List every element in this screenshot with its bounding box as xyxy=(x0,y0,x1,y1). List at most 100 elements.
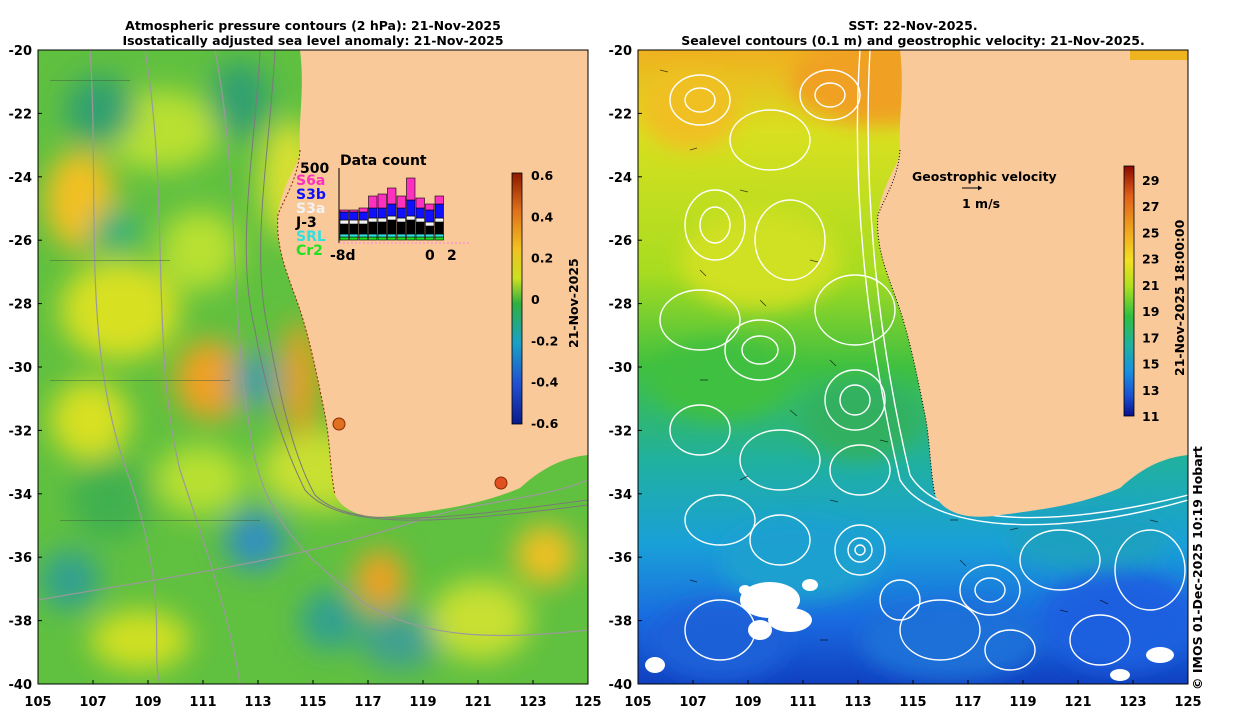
data-count-bar-segment xyxy=(396,221,406,235)
sla-map-left xyxy=(37,49,589,685)
data-count-bar-segment xyxy=(368,221,378,235)
data-count-bar-segment xyxy=(406,236,416,241)
lat-tick-label: -32 xyxy=(9,424,33,439)
lon-tick-label: 125 xyxy=(574,695,601,710)
sst-colorbar-tick: 23 xyxy=(1142,252,1159,267)
sst-colorbar-tick: 21 xyxy=(1142,278,1159,293)
lat-tick-label: -40 xyxy=(9,678,33,693)
lat-tick-label: -28 xyxy=(609,298,633,313)
data-count-bar-segment xyxy=(377,217,387,223)
australia-landmass-left xyxy=(277,50,588,517)
sla-colorbar: 0.6 0.4 0.2 0 -0.2 -0.4 -0.6 21-Nov-2025 xyxy=(511,168,581,431)
sst-colorbar-label: 21-Nov-2025 18:00:00 xyxy=(1172,219,1187,376)
lat-tick-label: -40 xyxy=(609,678,633,693)
lat-tick-label: -26 xyxy=(9,234,33,249)
satellite-label-srl: SRL xyxy=(296,229,326,245)
lon-tick-label: 113 xyxy=(844,695,871,710)
data-count-xlabel-start: -8d xyxy=(330,248,356,264)
pressure-contours xyxy=(38,50,588,684)
data-count-bar-segment xyxy=(415,236,425,241)
sla-colorbar-tick: 0 xyxy=(531,292,540,307)
lat-tick-label: -36 xyxy=(9,551,33,566)
lon-tick-label: 117 xyxy=(954,695,981,710)
lon-tick-label: 117 xyxy=(354,695,381,710)
sla-colorbar-tick: -0.4 xyxy=(531,375,559,390)
lat-tick-label: -34 xyxy=(609,488,633,503)
data-count-bar-segment xyxy=(339,233,349,238)
sla-colorbar-tick: -0.6 xyxy=(531,416,559,431)
lon-tick-label: 115 xyxy=(299,695,326,710)
sst-colorbar-tick: 19 xyxy=(1142,304,1159,319)
data-count-bar-segment xyxy=(425,221,435,227)
data-count-bar-segment xyxy=(406,215,416,221)
data-count-title: Data count xyxy=(340,153,427,169)
data-count-bar-segment xyxy=(425,225,435,235)
data-count-bar-segment xyxy=(415,217,425,223)
right-title-line1: SST: 22-Nov-2025. xyxy=(848,18,978,33)
sst-map-right xyxy=(637,49,1189,685)
left-title-line1: Atmospheric pressure contours (2 hPa): 2… xyxy=(125,18,501,33)
lon-tick-label: 111 xyxy=(789,695,816,710)
velocity-legend-scale: 1 m/s xyxy=(962,196,1000,211)
geostrophic-velocity-legend: Geostrophic velocity 1 m/s xyxy=(912,169,1057,211)
lat-tick-label: -38 xyxy=(9,615,33,630)
data-count-bar-segment xyxy=(396,236,406,241)
sla-colorbar-tick: 0.2 xyxy=(531,251,553,266)
lat-tick-label: -38 xyxy=(609,615,633,630)
data-count-bar-segment xyxy=(377,221,387,235)
right-map-title: SST: 22-Nov-2025. Sealevel contours (0.1… xyxy=(638,18,1188,48)
lat-tick-label: -30 xyxy=(609,361,633,376)
data-count-bar-segment xyxy=(349,233,359,238)
lon-tick-label: 111 xyxy=(189,695,216,710)
coastline-right xyxy=(877,149,936,496)
data-count-bar-segment xyxy=(358,207,368,213)
data-count-bar-segment xyxy=(425,203,435,211)
bathymetry-lines xyxy=(245,50,588,521)
data-count-bar-segment xyxy=(415,197,425,209)
data-count-bar-segment xyxy=(377,207,387,219)
data-count-bar-segment xyxy=(425,233,435,238)
lon-tick-label: 121 xyxy=(464,695,491,710)
sst-colorbar-tick: 29 xyxy=(1142,173,1159,188)
data-count-bar-segment xyxy=(377,236,387,241)
data-count-bar-segment xyxy=(406,219,416,235)
lon-tick-label: 123 xyxy=(1119,695,1146,710)
geostrophic-velocity-arrows xyxy=(659,69,1159,641)
data-count-bar-segment xyxy=(377,233,387,238)
sla-colorbar-scale xyxy=(511,172,523,425)
data-count-bar-segment xyxy=(358,223,368,235)
data-count-bar-segment xyxy=(387,215,397,221)
data-count-bar-segment xyxy=(406,199,416,217)
sst-colorbar-tick: 25 xyxy=(1142,225,1159,240)
data-count-bar-segment xyxy=(368,233,378,238)
data-count-bar-segment xyxy=(387,233,397,238)
lon-tick-label: 109 xyxy=(134,695,161,710)
lon-tick-label: 125 xyxy=(1174,695,1201,710)
lon-tick-label: 109 xyxy=(734,695,761,710)
lat-tick-label: -32 xyxy=(609,424,633,439)
lat-tick-label: -26 xyxy=(609,234,633,249)
data-count-bar-segment xyxy=(434,221,444,235)
lon-tick-label: 119 xyxy=(1009,695,1036,710)
tide-gauge-marker xyxy=(494,476,508,490)
sst-colorbar-tick: 15 xyxy=(1142,357,1159,372)
data-count-bar-segment xyxy=(425,209,435,223)
sst-colorbar-tick: 13 xyxy=(1142,383,1159,398)
satellite-label-j-3: J-3 xyxy=(295,215,317,231)
velocity-scale-arrowhead xyxy=(978,185,982,191)
data-count-bar-segment xyxy=(349,223,359,235)
velocity-legend-title: Geostrophic velocity xyxy=(912,169,1057,184)
lat-tick-label: -30 xyxy=(9,361,33,376)
lat-tick-label: -28 xyxy=(9,298,33,313)
data-count-bar-segment xyxy=(339,223,349,235)
lat-tick-label: -20 xyxy=(9,44,33,59)
data-count-bar-segment xyxy=(396,233,406,238)
satellite-label-cr2: Cr2 xyxy=(296,243,323,259)
satellite-label-s3a: S3a xyxy=(296,201,325,217)
sla-colorbar-tick: -0.2 xyxy=(531,333,558,348)
satellite-label-s6a: S6a xyxy=(296,173,325,189)
data-count-bar-segment xyxy=(434,233,444,238)
left-title-line2: Isostatically adjusted sea level anomaly… xyxy=(122,33,504,48)
data-count-bar-segment xyxy=(396,217,406,223)
sst-colorbar-tick: 27 xyxy=(1142,199,1159,214)
